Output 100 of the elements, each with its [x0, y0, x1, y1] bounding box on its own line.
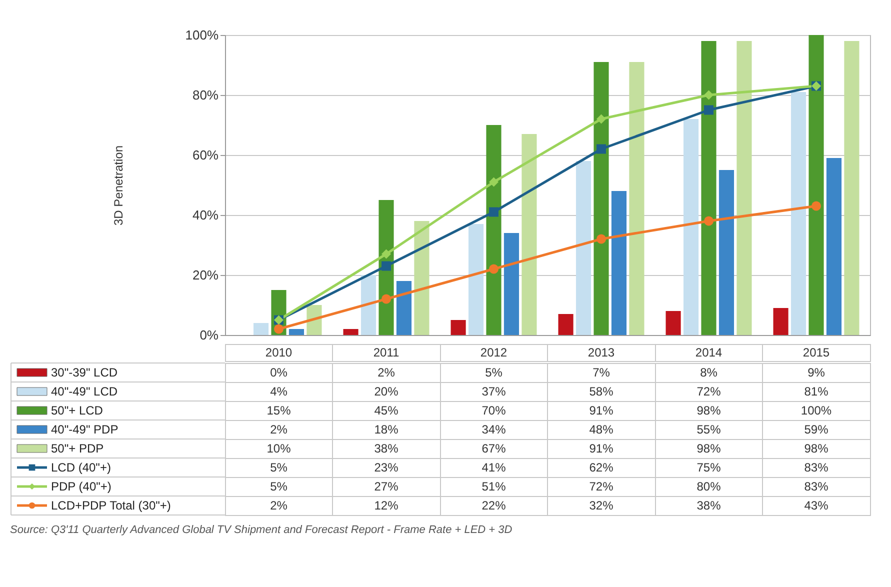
data-label: 7% — [592, 366, 610, 380]
bar — [666, 311, 681, 335]
bar — [629, 62, 644, 335]
source-note: Source: Q3'11 Quarterly Advanced Global TV Shipment and Forecast Report - Frame Rate + LED + 3D — [10, 524, 512, 536]
data-label: 2% — [270, 422, 288, 436]
bar — [576, 161, 592, 335]
data-label: 91% — [589, 404, 614, 418]
data-label: 41% — [482, 460, 506, 474]
data-label: 34% — [482, 422, 506, 436]
legend-label: LCD+PDP Total (30"+) — [51, 498, 171, 512]
bar — [396, 281, 412, 335]
bar — [790, 92, 806, 335]
point — [382, 261, 391, 271]
bar — [288, 329, 304, 335]
point — [489, 207, 498, 217]
bar — [808, 35, 824, 335]
data-label: 38% — [374, 442, 399, 456]
data-label: 62% — [589, 460, 614, 474]
data-label: 81% — [804, 384, 829, 398]
bar — [701, 41, 716, 335]
bar — [450, 320, 466, 335]
bar — [360, 275, 376, 335]
data-label: 9% — [808, 366, 826, 380]
data-label: 83% — [804, 460, 829, 474]
y-tick-label: 60% — [192, 148, 219, 162]
point — [489, 177, 498, 187]
point — [382, 249, 391, 259]
data-label: 15% — [266, 404, 292, 418]
bar — [683, 119, 699, 335]
bar — [736, 41, 752, 335]
x-tick-label: 2015 — [802, 346, 830, 360]
bar — [826, 158, 842, 335]
data-label: 70% — [482, 404, 506, 418]
data-label: 58% — [589, 384, 614, 398]
data-label: 5% — [270, 480, 288, 494]
data-label: 91% — [589, 442, 614, 456]
bar — [504, 233, 520, 335]
x-tick-label: 2012 — [480, 346, 508, 360]
point — [704, 105, 714, 115]
data-label: 10% — [266, 442, 292, 456]
data-label: 2% — [378, 366, 396, 380]
data-label: 18% — [374, 422, 399, 436]
data-label: 4% — [270, 384, 288, 398]
data-label: 27% — [374, 480, 399, 494]
bar — [343, 329, 358, 335]
point — [812, 201, 821, 211]
point — [382, 294, 391, 304]
y-tick-label: 80% — [192, 88, 219, 102]
data-label: 22% — [482, 498, 506, 512]
point — [489, 264, 498, 274]
bar — [468, 224, 484, 335]
y-axis-title: 3D Penetration — [111, 145, 126, 226]
data-label: 12% — [374, 498, 399, 512]
bar — [253, 323, 269, 335]
data-label: 20% — [374, 384, 399, 398]
y-tick-label: 20% — [192, 268, 219, 282]
legend-label: 40"-49" LCD — [51, 384, 118, 398]
legend-label: PDP (40"+) — [51, 480, 112, 494]
x-tick-label: 2014 — [695, 346, 722, 360]
data-label: 72% — [589, 480, 614, 494]
x-tick-label: 2011 — [373, 346, 400, 360]
data-label: 5% — [485, 366, 503, 380]
bar — [486, 125, 502, 335]
data-label: 32% — [589, 498, 614, 512]
legend-label: 50"+ LCD — [51, 404, 104, 418]
legend-label: 40"-49" PDP — [51, 422, 118, 436]
data-label: 75% — [696, 460, 722, 474]
data-label: 98% — [696, 442, 722, 456]
data-label: 43% — [804, 498, 829, 512]
data-label: 59% — [804, 422, 829, 436]
y-tick-label: 0% — [200, 328, 219, 342]
data-label: 48% — [589, 422, 614, 436]
bar — [594, 62, 609, 335]
bar — [718, 170, 734, 335]
data-label: 80% — [696, 480, 722, 494]
data-label: 45% — [374, 404, 399, 418]
bar — [773, 308, 788, 335]
data-label: 37% — [482, 384, 506, 398]
bar — [558, 314, 574, 335]
data-label: 8% — [700, 366, 718, 380]
data-label: 100% — [800, 404, 832, 418]
data-label: 51% — [482, 480, 506, 494]
data-label: 67% — [482, 442, 506, 456]
point — [596, 144, 606, 154]
bar — [414, 221, 430, 335]
data-label: 2% — [270, 498, 288, 512]
x-tick-label: 2013 — [588, 346, 615, 360]
legend-label: LCD (40"+) — [51, 460, 111, 474]
legend-label: 30"-39" LCD — [51, 366, 118, 380]
legend-label: 50"+ PDP — [51, 442, 104, 456]
point — [596, 234, 606, 244]
bar — [844, 41, 860, 335]
data-label: 23% — [374, 460, 399, 474]
data-label: 98% — [696, 404, 722, 418]
data-label: 72% — [696, 384, 722, 398]
data-label: 38% — [696, 498, 722, 512]
data-label: 98% — [804, 442, 829, 456]
data-label: 55% — [696, 422, 722, 436]
point — [274, 324, 284, 334]
point — [704, 216, 714, 226]
